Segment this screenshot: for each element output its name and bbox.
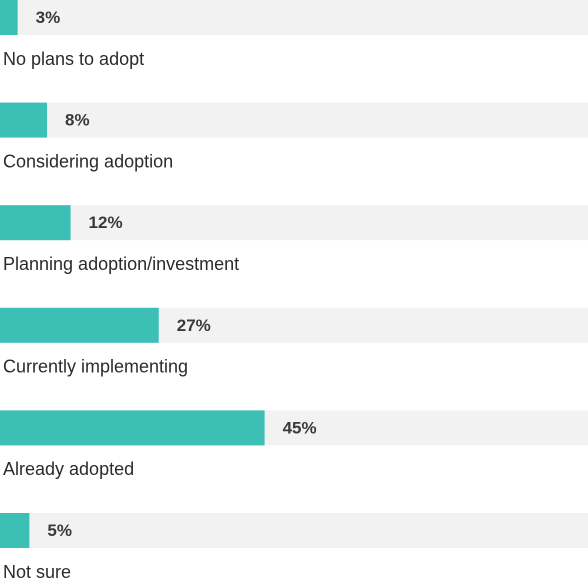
category-label: No plans to adopt [3, 49, 144, 69]
bar [0, 410, 265, 446]
category-label: Planning adoption/investment [3, 254, 239, 274]
bar [0, 0, 18, 35]
bar-track [0, 102, 588, 138]
bar [0, 513, 30, 548]
bar-track [0, 513, 588, 548]
value-label: 27% [177, 316, 211, 335]
bar [0, 307, 159, 343]
bar [0, 205, 71, 241]
category-label: Considering adoption [3, 151, 173, 171]
category-label: Already adopted [3, 459, 134, 479]
value-label: 45% [283, 418, 317, 437]
value-label: 3% [36, 8, 61, 27]
value-label: 12% [89, 213, 123, 232]
bar-track [0, 205, 588, 241]
bar [0, 102, 48, 138]
category-label: Not sure [3, 562, 71, 582]
value-label: 8% [65, 111, 90, 130]
bar-track [0, 0, 588, 35]
category-label: Currently implementing [3, 357, 188, 377]
value-label: 5% [47, 521, 72, 540]
